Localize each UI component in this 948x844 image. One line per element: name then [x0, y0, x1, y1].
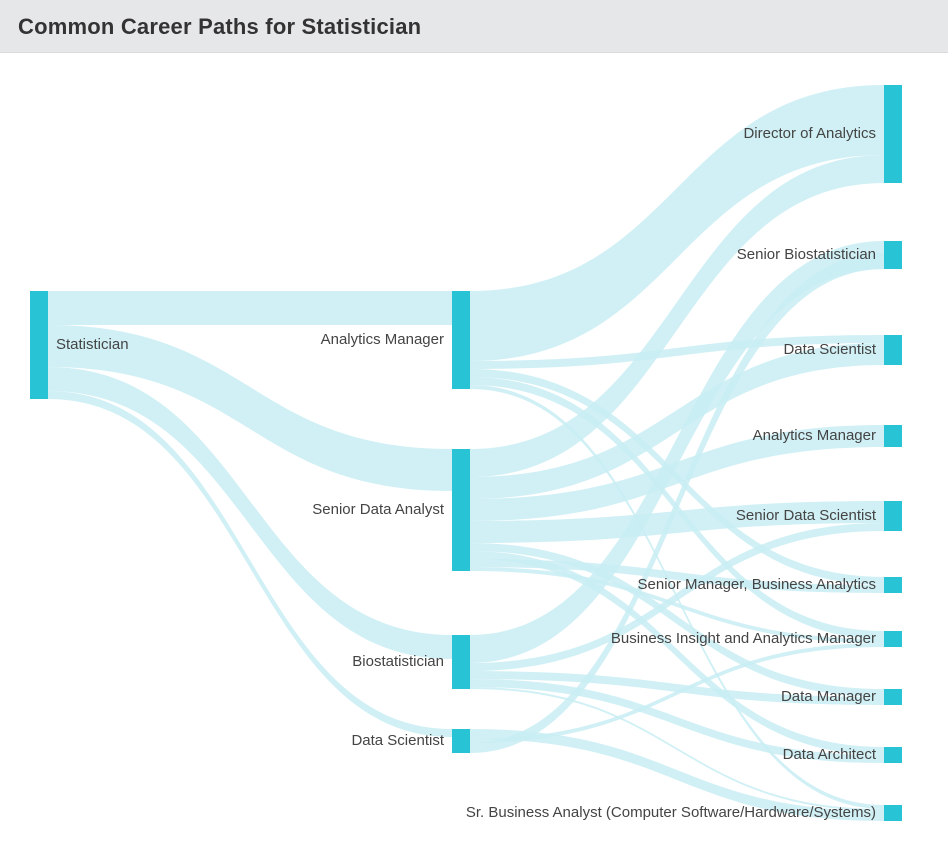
sankey-node-label: Statistician: [56, 336, 129, 353]
sankey-chart: Statistician Analytics Manager Senior Data…: [0, 53, 948, 844]
sankey-node[interactable]: [884, 747, 902, 763]
sankey-flow: [48, 391, 452, 737]
sankey-svg: Statistician Analytics Manager Senior Data…: [0, 53, 948, 844]
sankey-node[interactable]: [884, 805, 902, 821]
sankey-node[interactable]: [884, 335, 902, 365]
sankey-node-label: Biostatistician: [352, 653, 444, 670]
sankey-node-label: Senior Biostatistician: [737, 246, 876, 263]
sankey-node[interactable]: [452, 291, 470, 389]
sankey-node[interactable]: [884, 425, 902, 447]
sankey-node[interactable]: [884, 241, 902, 269]
sankey-node[interactable]: [452, 635, 470, 689]
sankey-node[interactable]: [452, 729, 470, 753]
sankey-node-label: Data Scientist: [351, 732, 444, 749]
sankey-node-label: Analytics Manager: [321, 331, 444, 348]
sankey-node[interactable]: [884, 577, 902, 593]
sankey-node[interactable]: [884, 631, 902, 647]
sankey-node[interactable]: [452, 449, 470, 571]
sankey-node-label: Senior Data Scientist: [736, 507, 877, 524]
sankey-node-label: Senior Data Analyst: [312, 501, 445, 518]
sankey-node-label: Data Scientist: [783, 341, 876, 358]
page-root: Common Career Paths for Statistician Sta…: [0, 0, 948, 844]
sankey-node-label: Director of Analytics: [743, 125, 876, 142]
sankey-node-label: Data Architect: [783, 746, 877, 763]
sankey-node[interactable]: [884, 501, 902, 531]
sankey-node[interactable]: [30, 291, 48, 399]
sankey-flow: [48, 291, 452, 325]
sankey-node-label: Senior Manager, Business Analytics: [638, 576, 876, 593]
sankey-node-label: Sr. Business Analyst (Computer Software/…: [466, 804, 876, 821]
sankey-node-label: Data Manager: [781, 688, 876, 705]
sankey-node[interactable]: [884, 689, 902, 705]
sankey-node-label: Business Insight and Analytics Manager: [611, 630, 876, 647]
page-header: Common Career Paths for Statistician: [0, 0, 948, 53]
sankey-node-label: Analytics Manager: [753, 427, 876, 444]
page-title: Common Career Paths for Statistician: [18, 14, 930, 40]
sankey-node[interactable]: [884, 85, 902, 183]
